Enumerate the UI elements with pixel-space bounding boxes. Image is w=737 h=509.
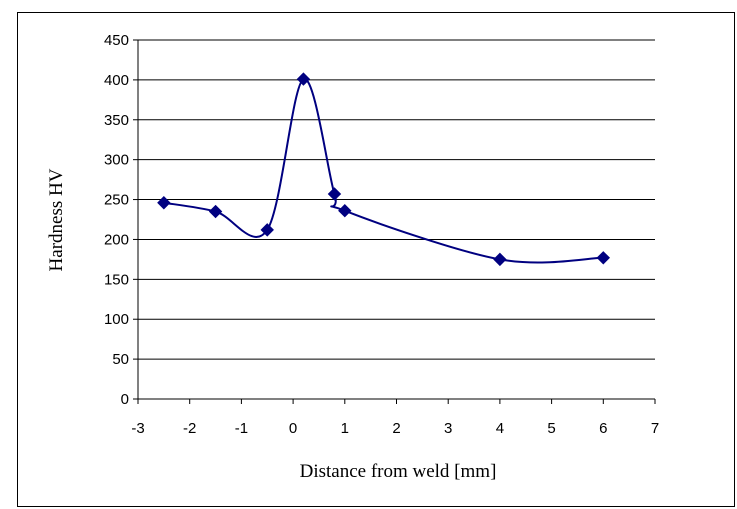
- x-axis-title: Distance from weld [mm]: [300, 461, 497, 482]
- data-point: [596, 251, 611, 265]
- x-tick-label: 3: [444, 420, 452, 437]
- y-axis-title: Hardness HV: [46, 168, 67, 271]
- y-tick-label: 250: [104, 192, 129, 209]
- data-point: [493, 252, 507, 267]
- x-tick-label: -2: [183, 420, 196, 437]
- data-point: [327, 187, 342, 201]
- x-tick-label: 2: [392, 420, 400, 437]
- y-tick-label: 150: [104, 271, 129, 288]
- y-tick-labels: 0 50 100 150 200 250 300 350 400 450: [104, 32, 129, 408]
- series-line: [163, 78, 604, 264]
- data-point: [260, 223, 274, 237]
- data-point: [338, 204, 352, 218]
- y-tick-label: 200: [104, 231, 129, 248]
- data-point: [157, 196, 171, 210]
- data-point: [208, 204, 223, 219]
- y-tick-label: 400: [104, 72, 129, 89]
- axes: [133, 39, 656, 404]
- chart-frame: [17, 12, 735, 507]
- y-tick-label: 100: [104, 311, 129, 328]
- y-tick-label: 350: [104, 112, 129, 129]
- y-tick-label: 0: [121, 391, 129, 408]
- gridlines: [138, 39, 655, 360]
- x-tick-label: 1: [341, 420, 349, 437]
- y-tick-label: 50: [112, 351, 129, 368]
- y-tick-label: 450: [104, 32, 129, 49]
- y-tick-label: 300: [104, 152, 129, 169]
- x-tick-label: 6: [599, 420, 607, 437]
- data-points: [157, 72, 611, 267]
- data-point: [296, 72, 311, 86]
- x-tick-labels: -3 -2 -1 0 1 2 3 4 5 6 7: [131, 420, 659, 437]
- x-tick-label: 0: [289, 420, 297, 437]
- x-tick-label: 7: [651, 420, 659, 437]
- x-tick-label: -3: [131, 420, 144, 437]
- x-tick-label: 4: [496, 420, 504, 437]
- x-tick-label: 5: [547, 420, 555, 437]
- x-tick-label: -1: [235, 420, 248, 437]
